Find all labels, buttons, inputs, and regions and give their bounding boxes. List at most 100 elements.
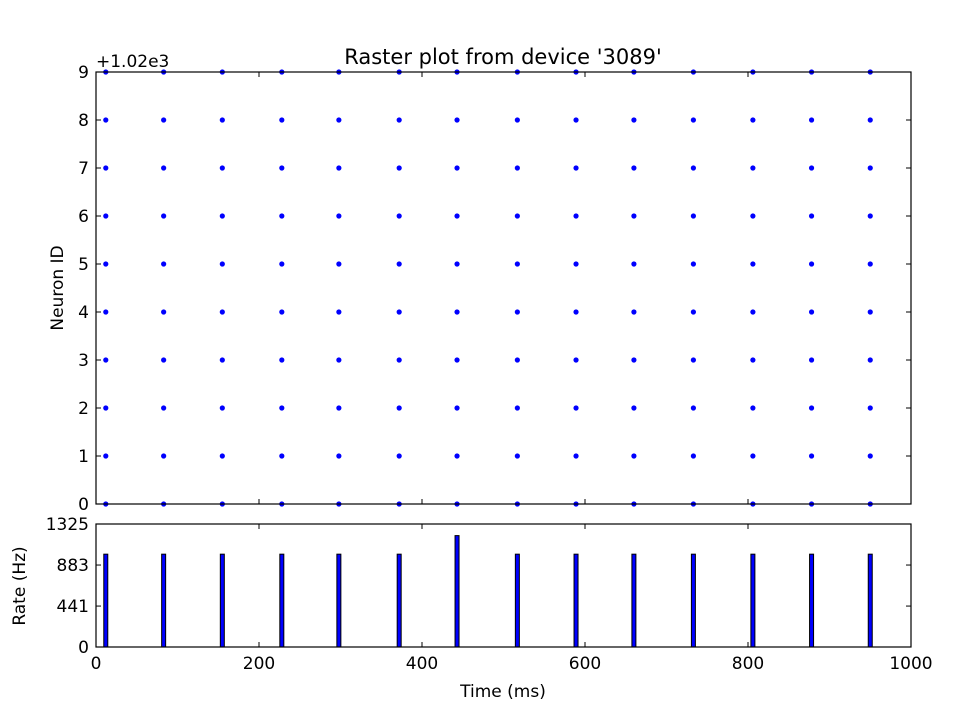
raster-y-tick-label: 3 bbox=[78, 351, 89, 371]
spike-point bbox=[631, 261, 637, 267]
spike-point bbox=[396, 357, 402, 363]
rate-bar bbox=[396, 553, 402, 648]
spike-point bbox=[161, 453, 167, 459]
spike-point bbox=[808, 309, 815, 315]
spike-point bbox=[690, 405, 696, 411]
spike-point bbox=[103, 261, 109, 267]
raster-y-tick-label: 2 bbox=[78, 399, 89, 419]
spike-point bbox=[867, 453, 873, 459]
spike-point bbox=[573, 165, 579, 171]
spike-point bbox=[219, 261, 225, 267]
spike-point bbox=[454, 357, 460, 363]
spike-point bbox=[867, 309, 873, 315]
rate-bar bbox=[279, 553, 285, 648]
spike-point bbox=[750, 309, 756, 315]
x-tick-label: 800 bbox=[732, 654, 764, 674]
spike-point bbox=[161, 213, 167, 219]
rate-bar bbox=[336, 553, 342, 648]
spike-point bbox=[454, 213, 460, 219]
rate-y-tick-label: 441 bbox=[57, 597, 89, 617]
spike-point bbox=[514, 357, 520, 363]
spike-point bbox=[219, 309, 225, 315]
spike-point bbox=[336, 213, 342, 219]
spike-point bbox=[161, 261, 167, 267]
raster-plot: Raster plot from device '3089' +1.02e3 N… bbox=[48, 45, 912, 515]
spike-point bbox=[867, 261, 873, 267]
spike-point bbox=[103, 405, 109, 411]
raster-y-tick-label: 4 bbox=[78, 303, 89, 323]
spike-point bbox=[454, 309, 460, 315]
spike-point bbox=[514, 453, 520, 459]
spike-point bbox=[219, 453, 225, 459]
spike-point bbox=[750, 357, 756, 363]
spike-point bbox=[454, 453, 460, 459]
rate-bar bbox=[103, 553, 109, 648]
spike-point bbox=[336, 453, 342, 459]
spike-point bbox=[396, 261, 402, 267]
rate-y-axis-label: Rate (Hz) bbox=[10, 546, 30, 625]
spike-point bbox=[336, 405, 342, 411]
rate-bar bbox=[161, 553, 167, 648]
spike-point bbox=[573, 405, 579, 411]
rate-histogram: Rate (Hz) Time (ms) 0 441 883 1325 0 200 400 60… bbox=[10, 515, 933, 702]
spike-point bbox=[279, 453, 285, 459]
rate-bar bbox=[514, 553, 520, 648]
raster-plot-frame bbox=[95, 71, 912, 505]
spike-point bbox=[279, 309, 285, 315]
spike-point bbox=[573, 117, 579, 123]
x-axis-label: Time (ms) bbox=[459, 682, 546, 702]
spike-point bbox=[279, 213, 285, 219]
spike-point bbox=[396, 453, 402, 459]
rate-y-tick-label: 1325 bbox=[46, 515, 89, 535]
spike-point bbox=[631, 357, 637, 363]
spike-point bbox=[808, 405, 815, 411]
spike-point bbox=[867, 405, 873, 411]
spike-point bbox=[690, 165, 696, 171]
spike-point bbox=[808, 453, 815, 459]
spike-point bbox=[161, 357, 167, 363]
x-tick-label: 600 bbox=[569, 654, 601, 674]
spike-point bbox=[396, 165, 402, 171]
rate-y-tick-label: 0 bbox=[78, 638, 89, 658]
spike-point bbox=[867, 213, 873, 219]
y-offset-text: +1.02e3 bbox=[96, 52, 169, 72]
spike-point bbox=[514, 309, 520, 315]
spike-point bbox=[808, 357, 815, 363]
rate-y-tick-label: 883 bbox=[57, 556, 89, 576]
spike-point bbox=[808, 165, 815, 171]
spike-point bbox=[219, 165, 225, 171]
raster-y-tick-label: 5 bbox=[78, 255, 89, 275]
spike-point bbox=[750, 405, 756, 411]
spike-point bbox=[690, 453, 696, 459]
spike-point bbox=[514, 165, 520, 171]
spike-point bbox=[219, 357, 225, 363]
spike-point bbox=[867, 165, 873, 171]
spike-point bbox=[336, 261, 342, 267]
spike-point bbox=[161, 309, 167, 315]
rate-bar bbox=[690, 553, 696, 648]
spike-point bbox=[161, 405, 167, 411]
spike-point bbox=[631, 117, 637, 123]
raster-y-tick-label: 7 bbox=[78, 159, 89, 179]
rate-bar bbox=[867, 553, 873, 648]
spike-point bbox=[161, 165, 167, 171]
spike-point bbox=[573, 453, 579, 459]
rate-plot-frame bbox=[95, 523, 912, 648]
spike-point bbox=[514, 261, 520, 267]
spike-point bbox=[631, 309, 637, 315]
spike-point bbox=[103, 309, 109, 315]
spike-point bbox=[750, 117, 756, 123]
spike-point bbox=[573, 357, 579, 363]
spike-point bbox=[690, 261, 696, 267]
spike-point bbox=[750, 261, 756, 267]
spike-point bbox=[454, 261, 460, 267]
spike-point bbox=[514, 213, 520, 219]
spike-point bbox=[336, 309, 342, 315]
raster-y-tick-label: 0 bbox=[78, 495, 89, 515]
spike-point bbox=[454, 117, 460, 123]
y-axis-label: Neuron ID bbox=[48, 245, 68, 330]
raster-y-tick-label: 1 bbox=[78, 447, 89, 467]
spike-point bbox=[750, 453, 756, 459]
raster-y-tick-label: 6 bbox=[78, 207, 89, 227]
